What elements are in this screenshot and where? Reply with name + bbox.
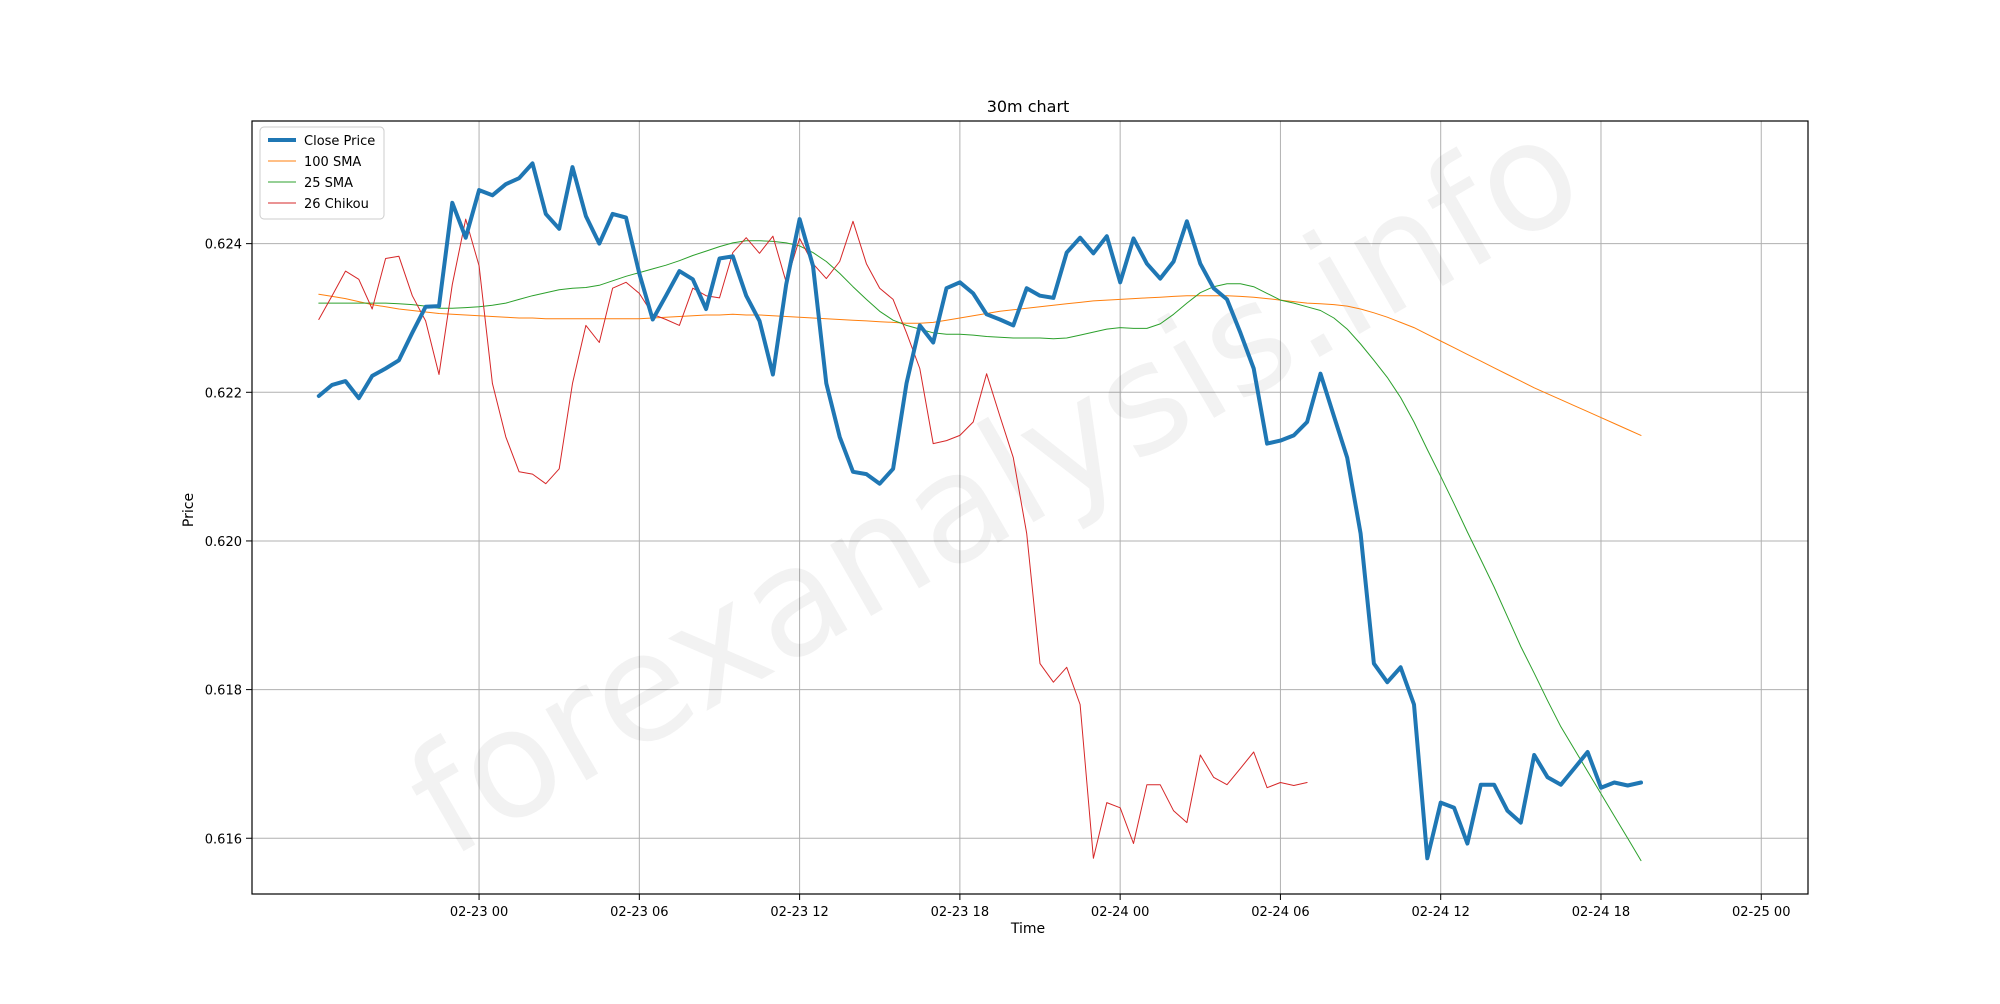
y-tick-label: 0.624	[205, 238, 242, 253]
series-line-sma25	[318, 240, 1642, 862]
x-tick-label: 02-24 00	[1091, 905, 1149, 920]
x-tick-label: 02-23 06	[610, 905, 668, 920]
x-tick-label: 02-23 12	[770, 905, 828, 920]
y-tick-label: 0.622	[205, 386, 242, 401]
x-tick-label: 02-23 00	[450, 905, 508, 920]
series-line-close	[316, 161, 1643, 861]
x-tick-label: 02-23 18	[931, 905, 989, 920]
series-lines	[316, 161, 1643, 862]
x-axis-label: Time	[1010, 921, 1045, 937]
axes-frame	[251, 120, 1809, 895]
y-axis-ticks: 0.616 0.618 0.620 0.622 0.624	[205, 238, 252, 847]
y-tick-label: 0.620	[205, 535, 242, 550]
legend-label-sma25: 25 SMA	[304, 176, 353, 191]
legend-box	[259, 126, 385, 220]
x-tick-label: 02-25 00	[1732, 905, 1790, 920]
legend-label-chikou: 26 Chikou	[304, 197, 369, 212]
x-tick-label: 02-24 06	[1251, 905, 1309, 920]
legend: Close Price 100 SMA 25 SMA 26 Chikou	[259, 126, 385, 220]
series-line-sma100	[318, 293, 1642, 436]
x-tick-label: 02-24 12	[1411, 905, 1469, 920]
y-tick-label: 0.616	[205, 832, 242, 847]
legend-label-sma100: 100 SMA	[304, 155, 361, 170]
grid-lines	[252, 121, 1808, 894]
y-tick-label: 0.618	[205, 684, 242, 699]
x-tick-label: 02-24 18	[1572, 905, 1630, 920]
axes	[251, 120, 1809, 895]
y-axis-label: Price	[181, 493, 197, 527]
x-axis-ticks: 02-23 00 02-23 06 02-23 12 02-23 18 02-24 00…	[450, 894, 1790, 920]
chart-title: 30m chart	[987, 97, 1070, 116]
legend-label-close: Close Price	[304, 134, 375, 149]
